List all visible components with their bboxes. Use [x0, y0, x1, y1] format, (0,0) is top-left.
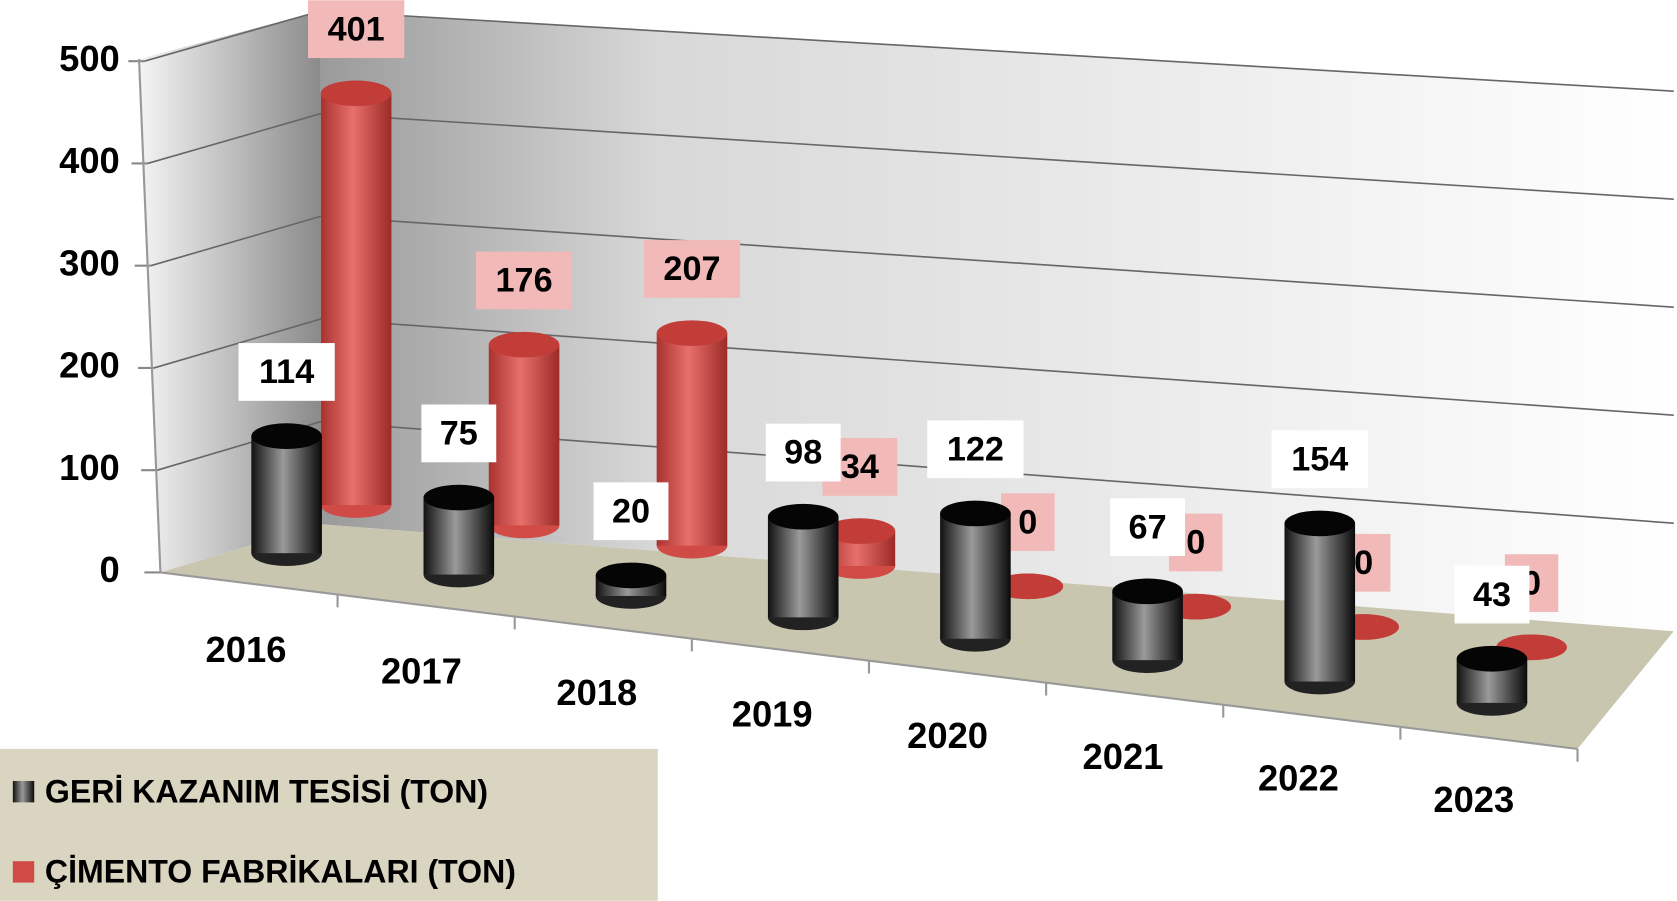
bar — [1284, 523, 1356, 682]
cylinder-top — [251, 423, 322, 449]
cylinder — [824, 518, 896, 579]
legend-swatch — [12, 861, 35, 883]
value-label-box — [1110, 498, 1186, 557]
cylinder — [488, 331, 560, 539]
bar — [423, 497, 495, 575]
cylinder-top — [1284, 510, 1356, 537]
cylinder-top — [488, 331, 560, 358]
cylinder-top — [824, 518, 896, 544]
x-tick-label: 2021 — [1083, 736, 1164, 777]
cylinder-top — [940, 500, 1011, 527]
value-label-box — [308, 0, 405, 59]
legend-swatch — [12, 780, 35, 803]
y-tick-label: 500 — [59, 38, 120, 79]
cylinder — [1112, 578, 1183, 673]
cylinder-top — [595, 562, 667, 589]
value-label: 122 — [947, 430, 1004, 468]
x-tick-label: 2022 — [1258, 758, 1339, 799]
y-tick-label: 400 — [59, 140, 120, 181]
bar — [320, 93, 392, 506]
plot: 0100200300400500201620172018201920202021… — [59, 0, 1674, 820]
cylinder-top — [1456, 645, 1528, 672]
y-tick-label: 200 — [59, 345, 120, 386]
y-tick-label: 300 — [59, 242, 120, 283]
floor — [160, 524, 1674, 749]
value-label-box — [765, 423, 841, 482]
legend-label: GERİ KAZANIM TESİSİ (TON) — [45, 773, 488, 809]
value-label: 0 — [1354, 544, 1373, 582]
value-label: 75 — [440, 415, 478, 453]
x-tick-label: 2017 — [381, 651, 462, 692]
value-label-box — [927, 420, 1024, 479]
cylinder — [940, 500, 1011, 652]
x-tick-label: 2016 — [206, 629, 287, 670]
value-label-box — [1271, 430, 1368, 489]
y-axis — [137, 59, 162, 573]
cylinder-top — [320, 80, 392, 107]
cylinder — [1456, 645, 1528, 716]
value-label: 176 — [496, 262, 553, 300]
x-tick-label: 2020 — [907, 715, 988, 756]
bar — [767, 516, 839, 618]
value-label-box — [593, 482, 669, 541]
bar — [251, 436, 322, 554]
value-label-box — [475, 251, 573, 310]
value-label: 401 — [328, 10, 385, 48]
cylinder — [320, 80, 392, 518]
value-label: 0 — [1186, 524, 1205, 562]
cylinder-top — [423, 484, 495, 511]
x-tick-label: 2018 — [556, 672, 637, 713]
x-tick-label: 2023 — [1433, 779, 1514, 820]
bar — [940, 513, 1011, 639]
value-label: 34 — [841, 448, 879, 486]
value-label: 67 — [1129, 508, 1167, 546]
value-label-box — [1454, 565, 1530, 624]
cylinder-top — [767, 503, 839, 530]
cylinder — [423, 484, 495, 588]
legend — [0, 748, 658, 901]
y-tick-label: 100 — [59, 447, 120, 488]
cylinder — [767, 503, 839, 631]
legend-label: ÇİMENTO FABRİKALARI (TON) — [45, 853, 516, 889]
value-label: 43 — [1473, 576, 1511, 614]
value-label-box — [643, 240, 741, 298]
value-label: 20 — [612, 492, 650, 530]
x-tick-label: 2019 — [732, 693, 813, 734]
value-label: 207 — [663, 250, 720, 288]
value-label: 154 — [1291, 440, 1348, 478]
value-label-box — [421, 404, 497, 463]
value-label: 114 — [259, 353, 314, 391]
value-label: 98 — [784, 434, 822, 472]
cylinder — [251, 423, 322, 567]
cylinder-top — [1112, 578, 1183, 605]
cylinder-top — [656, 320, 728, 346]
value-label: 0 — [1018, 503, 1037, 541]
value-label-box — [238, 343, 335, 401]
y-tick-label: 0 — [100, 549, 120, 590]
bar — [488, 344, 560, 526]
cylinder — [595, 562, 667, 609]
cylinder — [1284, 510, 1356, 695]
